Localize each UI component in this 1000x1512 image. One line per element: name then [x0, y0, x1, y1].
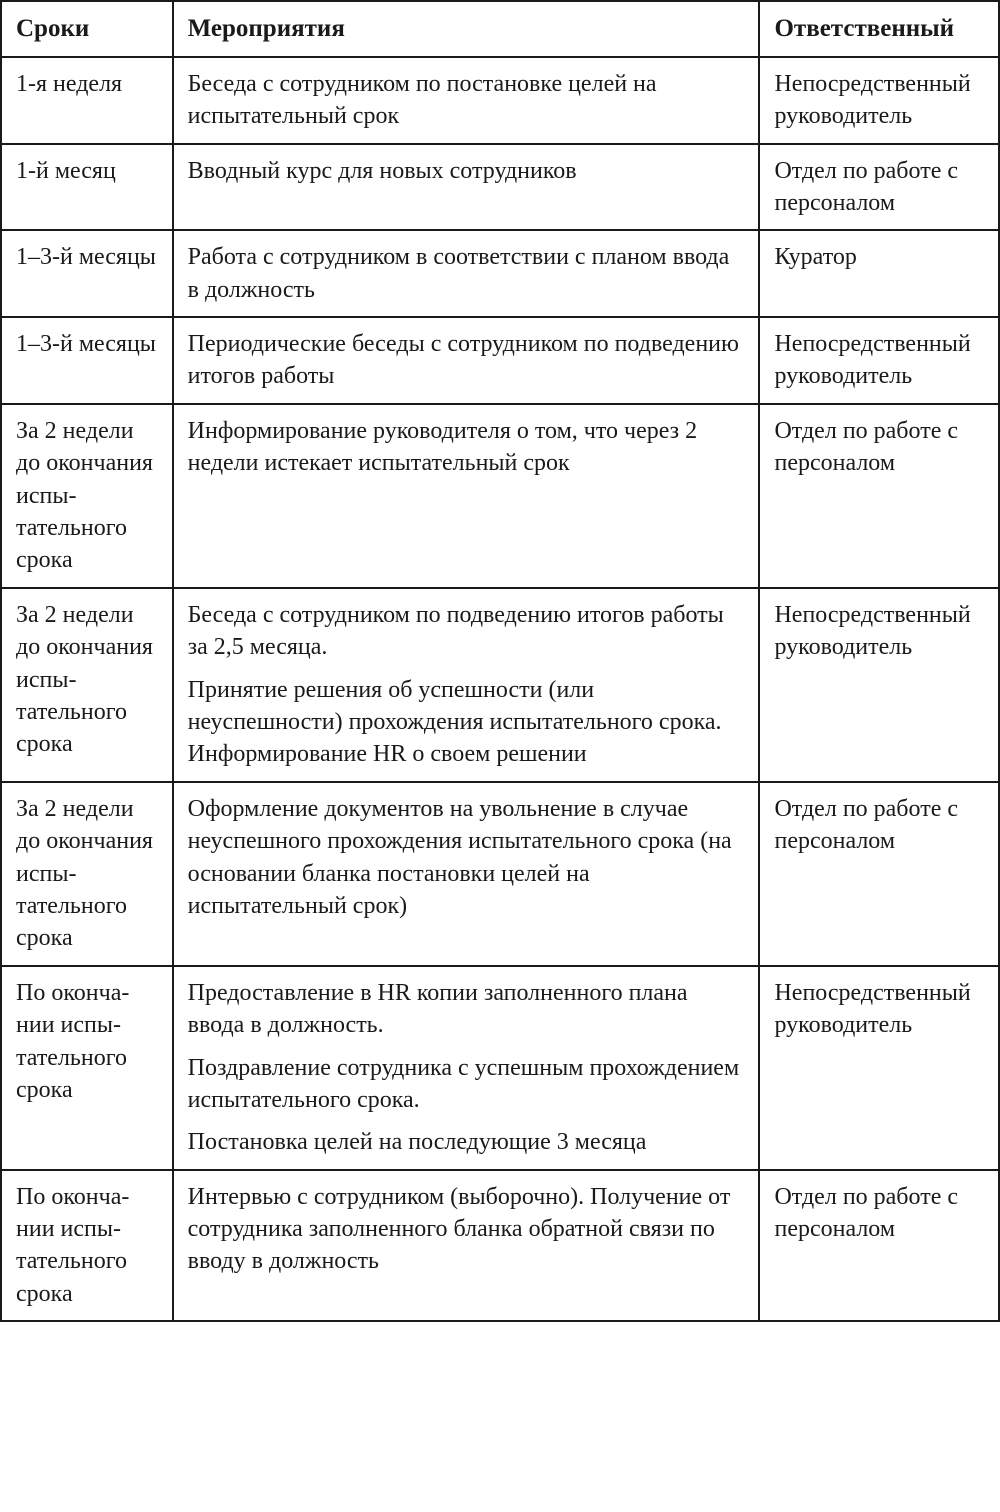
- cell-responsible: Непосредствен­ный руководи­тель: [759, 966, 999, 1170]
- activity-paragraph: Работа с сотрудником в соответ­ствии с п…: [188, 241, 745, 306]
- cell-activities: Беседа с сотрудником по постановке целей…: [173, 57, 760, 144]
- col-header-responsible: Ответственный: [759, 1, 999, 57]
- activity-paragraph: Поздравление сотрудника с успеш­ным прох…: [188, 1052, 745, 1117]
- cell-timeline: 1–3-й ме­сяцы: [1, 317, 173, 404]
- activity-paragraph: Беседа с сотрудником по постановке целей…: [188, 68, 745, 133]
- activity-paragraph: Беседа с сотрудником по подведе­нию итог…: [188, 599, 745, 664]
- table-row: За 2 недели до оконча­ния испы­тательног…: [1, 404, 999, 588]
- cell-timeline: За 2 недели до оконча­ния испы­тательног…: [1, 404, 173, 588]
- activity-paragraph: Постановка целей на последующие 3 месяца: [188, 1126, 745, 1158]
- cell-responsible: Отдел по работе с персоналом: [759, 144, 999, 231]
- cell-timeline: По оконча­нии испы­тательного срока: [1, 1170, 173, 1322]
- col-header-timeline: Сроки: [1, 1, 173, 57]
- cell-responsible: Отдел по работе с персоналом: [759, 404, 999, 588]
- col-header-activities: Мероприятия: [173, 1, 760, 57]
- cell-responsible: Отдел по работе с персоналом: [759, 1170, 999, 1322]
- table-row: 1–3-й ме­сяцыПериодические беседы с сотр…: [1, 317, 999, 404]
- cell-timeline: За 2 недели до оконча­ния испы­тательног…: [1, 782, 173, 966]
- activity-paragraph: Оформление документов на уволь­нение в с…: [188, 793, 745, 923]
- table-header-row: Сроки Мероприятия Ответственный: [1, 1, 999, 57]
- table-row: По оконча­нии испы­тательного срокаПредо…: [1, 966, 999, 1170]
- table-row: По оконча­нии испы­тательного срокаИнтер…: [1, 1170, 999, 1322]
- cell-activities: Оформление документов на уволь­нение в с…: [173, 782, 760, 966]
- cell-responsible: Непосредствен­ный руководи­тель: [759, 317, 999, 404]
- cell-activities: Работа с сотрудником в соответ­ствии с п…: [173, 230, 760, 317]
- cell-responsible: Отдел по работе с персоналом: [759, 782, 999, 966]
- cell-timeline: 1-я неделя: [1, 57, 173, 144]
- cell-timeline: За 2 недели до оконча­ния испы­тательног…: [1, 588, 173, 782]
- onboarding-plan-table: Сроки Мероприятия Ответственный 1-я неде…: [0, 0, 1000, 1322]
- table-row: 1–3-й ме­сяцыРабота с сотрудником в соот…: [1, 230, 999, 317]
- cell-timeline: 1–3-й ме­сяцы: [1, 230, 173, 317]
- activity-paragraph: Принятие решения об успешности (или неус…: [188, 674, 745, 771]
- activity-paragraph: Интервью с сотрудником (выбороч­но). Пол…: [188, 1181, 745, 1278]
- activity-paragraph: Периодические беседы с сотрудни­ком по п…: [188, 328, 745, 393]
- cell-activities: Информирование руководителя о том, что ч…: [173, 404, 760, 588]
- cell-activities: Вводный курс для новых сотрудни­ков: [173, 144, 760, 231]
- table-row: За 2 недели до оконча­ния испы­тательног…: [1, 782, 999, 966]
- cell-timeline: 1-й месяц: [1, 144, 173, 231]
- cell-timeline: По оконча­нии испы­тательного срока: [1, 966, 173, 1170]
- cell-activities: Предоставление в HR копии заполненного п…: [173, 966, 760, 1170]
- cell-activities: Интервью с сотрудником (выбороч­но). Пол…: [173, 1170, 760, 1322]
- table-row: За 2 недели до оконча­ния испы­тательног…: [1, 588, 999, 782]
- cell-responsible: Непосредствен­ный руководи­тель: [759, 588, 999, 782]
- cell-responsible: Куратор: [759, 230, 999, 317]
- cell-activities: Периодические беседы с сотрудни­ком по п…: [173, 317, 760, 404]
- cell-responsible: Непосредствен­ный руководи­тель: [759, 57, 999, 144]
- activity-paragraph: Предоставление в HR копии заполненного п…: [188, 977, 745, 1042]
- table-body: 1-я неделяБеседа с сотрудником по постан…: [1, 57, 999, 1322]
- table-row: 1-й месяц Вводный курс для новых сотрудни…: [1, 144, 999, 231]
- activity-paragraph: Вводный курс для новых сотрудни­ков: [188, 155, 745, 187]
- table-row: 1-я неделяБеседа с сотрудником по постан…: [1, 57, 999, 144]
- activity-paragraph: Информирование руководителя о том, что ч…: [188, 415, 745, 480]
- cell-activities: Беседа с сотрудником по подведе­нию итог…: [173, 588, 760, 782]
